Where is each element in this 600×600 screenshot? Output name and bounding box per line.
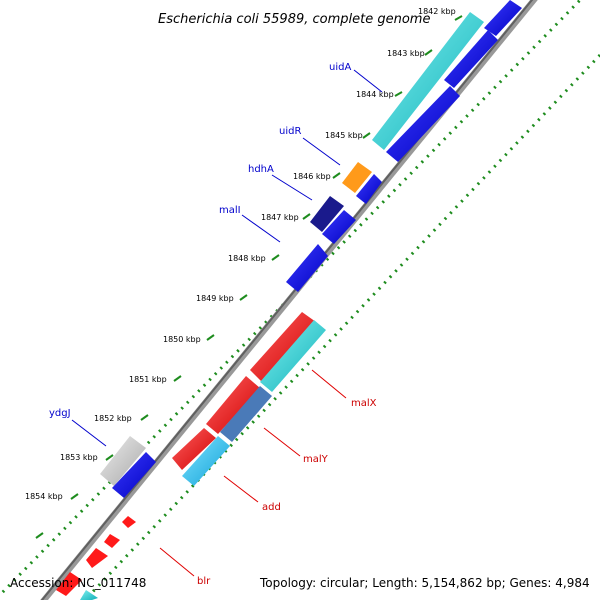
tick-label: 1853 kbp: [60, 453, 98, 462]
gene-red-small-3[interactable]: [86, 548, 108, 568]
inner-strand-genes: [80, 0, 522, 600]
gene-label-uidR[interactable]: uidR: [279, 126, 301, 137]
leader-lines-blue: [71, 69, 383, 447]
gene-blue-3[interactable]: [386, 86, 460, 162]
tick-label: 1848 kbp: [228, 254, 266, 263]
tick-label: 1842 kbp: [418, 7, 456, 16]
gene-label-ydgJ[interactable]: ydgJ: [49, 408, 71, 419]
gene-red-small-1[interactable]: [122, 516, 136, 528]
gene-navy[interactable]: [310, 196, 344, 232]
tick-label: 1844 kbp: [356, 90, 394, 99]
gene-labels: uidA uidR hdhA malI ydgJ malX malY add b…: [49, 62, 377, 587]
accession-text: Accession: NC_011748: [10, 576, 146, 590]
gene-red-3[interactable]: [172, 428, 216, 470]
gc-track-inner: [83, 53, 600, 600]
tick-label: 1850 kbp: [163, 335, 201, 344]
gene-label-malX[interactable]: malX: [351, 398, 377, 409]
gene-label-blr[interactable]: blr: [197, 576, 211, 587]
gene-cyan-1[interactable]: [372, 12, 484, 150]
tick-label: 1845 kbp: [325, 131, 363, 140]
gene-red-2[interactable]: [206, 376, 260, 434]
gene-blue-4[interactable]: [356, 174, 382, 204]
gene-red-4[interactable]: [56, 572, 82, 596]
tick-label: 1854 kbp: [25, 492, 63, 501]
gene-gray[interactable]: [100, 436, 146, 486]
gene-red-1[interactable]: [250, 312, 316, 382]
gc-track-outer: [0, 0, 583, 598]
tick-label: 1847 kbp: [261, 213, 299, 222]
leader-lines-red: [159, 369, 347, 577]
gene-lightblue[interactable]: [182, 436, 230, 486]
page-title: Escherichia coli 55989, complete genome: [158, 12, 430, 27]
gene-label-malY[interactable]: malY: [303, 454, 329, 465]
tick-labels: 1842 kbp 1843 kbp 1844 kbp 1845 kbp 1846…: [25, 7, 456, 501]
gene-blue-5[interactable]: [322, 210, 356, 244]
tick-label: 1846 kbp: [293, 172, 331, 181]
gene-blue-6[interactable]: [286, 244, 328, 292]
gene-orange[interactable]: [342, 162, 372, 193]
gene-blue-2[interactable]: [444, 30, 498, 88]
gene-label-hdhA[interactable]: hdhA: [248, 164, 274, 175]
gene-cyan-2[interactable]: [260, 320, 326, 392]
tick-label: 1851 kbp: [129, 375, 167, 384]
tick-marks: [35, 15, 463, 539]
tick-label: 1852 kbp: [94, 414, 132, 423]
topology-text: Topology: circular; Length: 5,154,862 bp…: [259, 576, 590, 590]
gene-label-malI[interactable]: malI: [219, 205, 241, 216]
gene-label-add[interactable]: add: [262, 502, 281, 513]
tick-label: 1843 kbp: [387, 49, 425, 58]
gene-steelblue[interactable]: [220, 386, 272, 442]
gene-blue-1[interactable]: [484, 0, 522, 36]
gene-red-small-2[interactable]: [104, 534, 120, 548]
gene-blue-7[interactable]: [112, 452, 156, 498]
forward-strand-genes: [56, 12, 484, 596]
tick-label: 1849 kbp: [196, 294, 234, 303]
gene-label-uidA[interactable]: uidA: [329, 62, 351, 73]
gene-cyan-3[interactable]: [80, 590, 98, 600]
